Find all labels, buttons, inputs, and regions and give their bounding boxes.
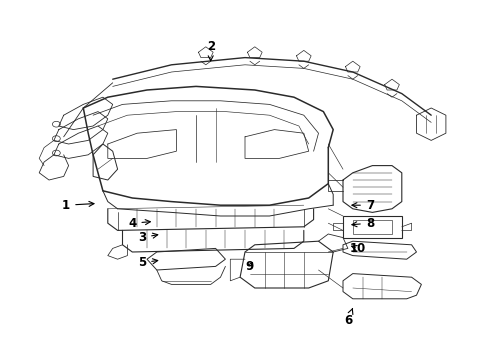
Text: 4: 4 [128, 217, 150, 230]
Text: 5: 5 [138, 256, 158, 269]
Text: 10: 10 [349, 242, 366, 255]
Text: 3: 3 [138, 231, 158, 244]
Text: 9: 9 [246, 260, 254, 273]
Text: 6: 6 [344, 309, 353, 327]
Text: 7: 7 [352, 199, 374, 212]
Text: 1: 1 [62, 199, 94, 212]
Text: 8: 8 [352, 217, 374, 230]
Text: 2: 2 [207, 40, 215, 61]
